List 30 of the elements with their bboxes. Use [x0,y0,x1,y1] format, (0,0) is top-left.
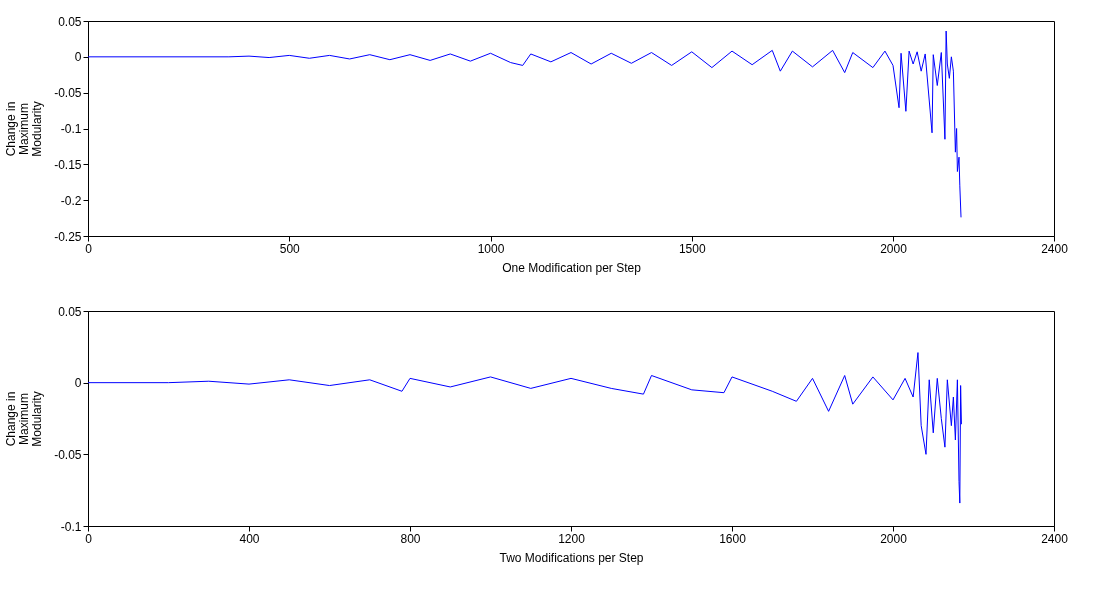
x-tick-label: 800 [400,531,421,546]
y-tick-label: -0.05 [54,447,82,462]
y-tick-label: -0.25 [54,229,82,244]
x-axis-title: One Modification per Step [502,260,642,275]
x-tick-label: 1500 [678,241,706,256]
y-axis-title: Change in Maximum Modularity [4,391,45,447]
y-tick-label: -0.2 [60,193,82,208]
y-tick-label: 0.05 [58,304,82,319]
x-tick-label: 2400 [1041,531,1069,546]
x-tick-label: 2400 [1041,241,1069,256]
y-tick-label: -0.15 [54,157,82,172]
y-axis-title: Change in Maximum Modularity [4,101,45,157]
x-tick-label: 2000 [880,241,908,256]
y-tick-label: -0.1 [60,519,82,534]
line-series [88,352,962,504]
x-tick-label: 1600 [719,531,747,546]
x-tick-label: 400 [239,531,260,546]
x-tick-label: 1000 [477,241,505,256]
x-tick-label: 2000 [880,531,908,546]
x-axis-title: Two Modifications per Step [499,550,644,565]
x-tick-label: 1200 [558,531,586,546]
x-tick-label: 0 [85,241,93,256]
y-tick-label: 0 [74,50,82,65]
y-tick-label: 0.05 [58,14,82,29]
y-tick-label: 0 [74,376,82,391]
y-tick-label: -0.1 [60,122,82,136]
line-series [88,30,962,218]
y-tick-label: -0.05 [54,86,82,101]
x-tick-label: 0 [85,531,93,546]
x-tick-label: 500 [279,241,301,256]
